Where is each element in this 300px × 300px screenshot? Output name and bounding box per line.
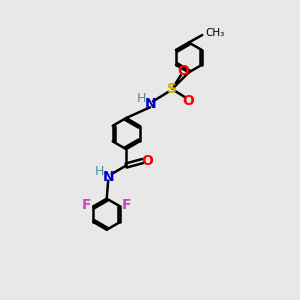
Text: CH₃: CH₃ <box>205 28 224 38</box>
Text: H: H <box>137 92 146 105</box>
Text: F: F <box>82 198 92 212</box>
Text: S: S <box>167 82 177 96</box>
Text: H: H <box>95 165 104 178</box>
Text: N: N <box>103 170 115 184</box>
Text: O: O <box>182 94 194 108</box>
Text: N: N <box>145 97 156 111</box>
Text: F: F <box>122 198 131 212</box>
Text: O: O <box>177 64 189 78</box>
Text: O: O <box>141 154 153 168</box>
